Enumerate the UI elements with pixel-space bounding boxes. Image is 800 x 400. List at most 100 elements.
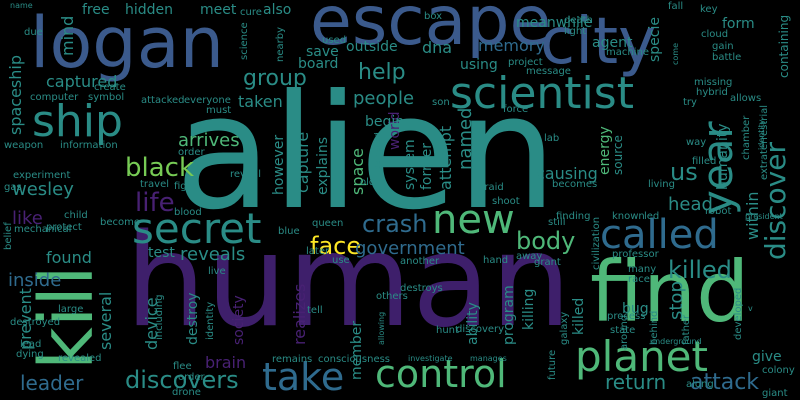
cloud-word-control: control — [375, 352, 507, 396]
cloud-word-reveals: reveals — [180, 244, 246, 265]
cloud-word-damaged: damaged — [373, 132, 382, 170]
cloud-word-revealed: revealed — [58, 353, 102, 364]
cloud-word-blue: blue — [278, 226, 300, 237]
cloud-word-inside: inside — [8, 270, 62, 291]
cloud-word-away: away — [516, 251, 543, 262]
cloud-word-live: live — [208, 266, 226, 277]
cloud-word-government: government — [355, 238, 465, 259]
cloud-word-old: old — [360, 177, 376, 188]
cloud-word-travel: travel — [140, 179, 170, 190]
cloud-word-humanity: humanity — [715, 123, 731, 191]
cloud-word-way: way — [686, 137, 707, 148]
cloud-word-captured: captured — [46, 72, 118, 91]
cloud-word-robot: robot — [705, 206, 732, 217]
cloud-word-society: society — [231, 295, 247, 345]
cloud-word-containing: containing — [777, 14, 791, 78]
cloud-word-gain: gain — [712, 41, 734, 52]
cloud-word-us: us — [670, 158, 698, 186]
cloud-word-spaceship: spaceship — [6, 54, 25, 135]
cloud-word-gas: gas — [4, 182, 22, 193]
cloud-word-memory: memory — [478, 36, 545, 55]
cloud-word-meanwhile: meanwhile — [516, 15, 593, 31]
cloud-word-discovers: discovers — [125, 366, 239, 394]
cloud-word-v: v — [748, 304, 753, 313]
cloud-word-destroyed: destroyed — [10, 317, 61, 328]
cloud-word-including: including — [154, 294, 165, 340]
cloud-word-using: using — [460, 57, 498, 73]
cloud-word-use: use — [332, 255, 350, 266]
cloud-word-giant: giant — [762, 388, 788, 399]
cloud-word-tell: tell — [307, 305, 323, 316]
cloud-word-discovery: discovery — [456, 324, 505, 335]
cloud-word-save: save — [306, 44, 339, 60]
cloud-word-find: find — [590, 243, 750, 341]
cloud-word-shoot: shoot — [492, 196, 520, 207]
cloud-word-colony: colony — [762, 365, 795, 376]
cloud-word-attempt: attempt — [436, 125, 455, 190]
cloud-word-mechanical: mechanical — [14, 224, 72, 235]
cloud-word-logan: logan — [30, 2, 224, 84]
cloud-word-draid: draid — [478, 182, 504, 193]
cloud-word-become: become — [100, 217, 141, 228]
cloud-word-everyone: everyone — [184, 95, 231, 106]
cloud-word-information: information — [60, 140, 118, 151]
cloud-word-killing: killing — [521, 288, 537, 330]
cloud-word-board: board — [298, 56, 339, 72]
cloud-word-order: order — [178, 372, 205, 383]
cloud-word-former: former — [419, 142, 435, 190]
cloud-word-consciousness: consciousness — [318, 354, 391, 365]
cloud-word-box: box — [424, 11, 443, 22]
cloud-word-must: must — [206, 105, 232, 116]
cloud-word-future: future — [547, 349, 558, 380]
cloud-word-mind: mind — [58, 15, 77, 56]
cloud-word-race: race — [628, 274, 650, 285]
cloud-word-city: city — [540, 5, 656, 79]
cloud-word-galaxy: galaxy — [559, 311, 570, 345]
cloud-word-attacked: attacked — [141, 95, 185, 106]
cloud-word-used: used — [322, 35, 347, 46]
cloud-word-hand: hand — [483, 255, 509, 266]
cloud-word-drone: drone — [172, 387, 201, 398]
cloud-word-filled: filled — [692, 156, 717, 167]
cloud-word-taken: taken — [238, 92, 283, 111]
cloud-word-found: found — [46, 248, 92, 267]
cloud-word-chamber: chamber — [741, 115, 752, 160]
cloud-word-create: create — [94, 82, 126, 93]
cloud-word-give: give — [752, 349, 782, 365]
cloud-word-another: another — [400, 256, 440, 267]
cloud-word-protect: protect — [46, 222, 82, 233]
cloud-word-around: around — [619, 314, 630, 350]
cloud-word-identity: identity — [757, 119, 766, 150]
cloud-word-becomes: becomes — [552, 179, 598, 190]
cloud-word-people: people — [353, 88, 415, 109]
cloud-word-president: president — [745, 212, 783, 221]
cloud-word-called: called — [600, 212, 719, 258]
cloud-word-outside: outside — [346, 39, 398, 55]
cloud-word-new: new — [432, 197, 515, 243]
cloud-word-hidden: hidden — [125, 2, 174, 18]
cloud-word-blood: blood — [174, 207, 202, 218]
cloud-word-system: system — [402, 139, 418, 190]
cloud-word-cure: cure — [240, 7, 262, 18]
cloud-word-agent: agent — [592, 35, 633, 51]
cloud-word-face: face — [310, 232, 362, 260]
cloud-word-fall: fall — [668, 1, 684, 12]
cloud-word-finding: finding — [556, 211, 591, 222]
cloud-word-leader: leader — [20, 371, 84, 395]
cloud-word-destroy: destroy — [185, 292, 201, 345]
cloud-word-order: order — [178, 147, 205, 158]
cloud-word-wesley: wesley — [12, 179, 74, 200]
cloud-word-project: project — [508, 57, 543, 68]
cloud-word-planet: planet — [575, 332, 708, 381]
cloud-word-hybrid: hybrid — [696, 87, 728, 98]
cloud-word-investigate: investigate — [408, 354, 453, 363]
cloud-word-many: many — [628, 264, 657, 275]
cloud-word-father: father — [681, 314, 692, 345]
cloud-word-developed: developed — [733, 287, 744, 340]
cloud-word-take: take — [262, 355, 345, 399]
cloud-word-member: member — [349, 320, 365, 380]
cloud-word-secret: secret — [132, 204, 262, 253]
cloud-word-try: try — [683, 97, 697, 108]
cloud-word-arrives: arrives — [178, 130, 240, 151]
